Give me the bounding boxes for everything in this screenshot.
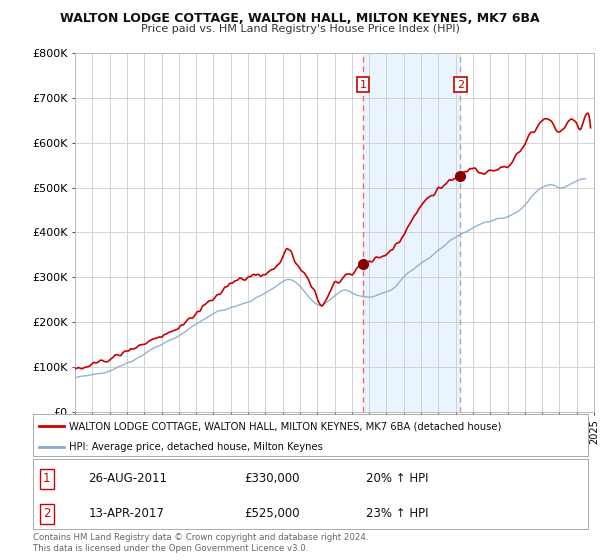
Text: 1: 1 bbox=[43, 472, 50, 486]
Text: 23% ↑ HPI: 23% ↑ HPI bbox=[366, 507, 428, 520]
Text: 20% ↑ HPI: 20% ↑ HPI bbox=[366, 472, 428, 486]
Text: Price paid vs. HM Land Registry's House Price Index (HPI): Price paid vs. HM Land Registry's House … bbox=[140, 24, 460, 34]
Text: 1: 1 bbox=[359, 80, 367, 90]
Text: WALTON LODGE COTTAGE, WALTON HALL, MILTON KEYNES, MK7 6BA: WALTON LODGE COTTAGE, WALTON HALL, MILTO… bbox=[60, 12, 540, 25]
Bar bbox=[363, 53, 460, 412]
Text: 2: 2 bbox=[43, 507, 50, 520]
Text: 26-AUG-2011: 26-AUG-2011 bbox=[89, 472, 167, 486]
Text: £525,000: £525,000 bbox=[244, 507, 299, 520]
Text: 2: 2 bbox=[457, 80, 464, 90]
Text: £330,000: £330,000 bbox=[244, 472, 299, 486]
Text: HPI: Average price, detached house, Milton Keynes: HPI: Average price, detached house, Milt… bbox=[69, 442, 323, 452]
Text: Contains HM Land Registry data © Crown copyright and database right 2024.
This d: Contains HM Land Registry data © Crown c… bbox=[33, 533, 368, 553]
Text: WALTON LODGE COTTAGE, WALTON HALL, MILTON KEYNES, MK7 6BA (detached house): WALTON LODGE COTTAGE, WALTON HALL, MILTO… bbox=[69, 421, 502, 431]
Text: 13-APR-2017: 13-APR-2017 bbox=[89, 507, 164, 520]
